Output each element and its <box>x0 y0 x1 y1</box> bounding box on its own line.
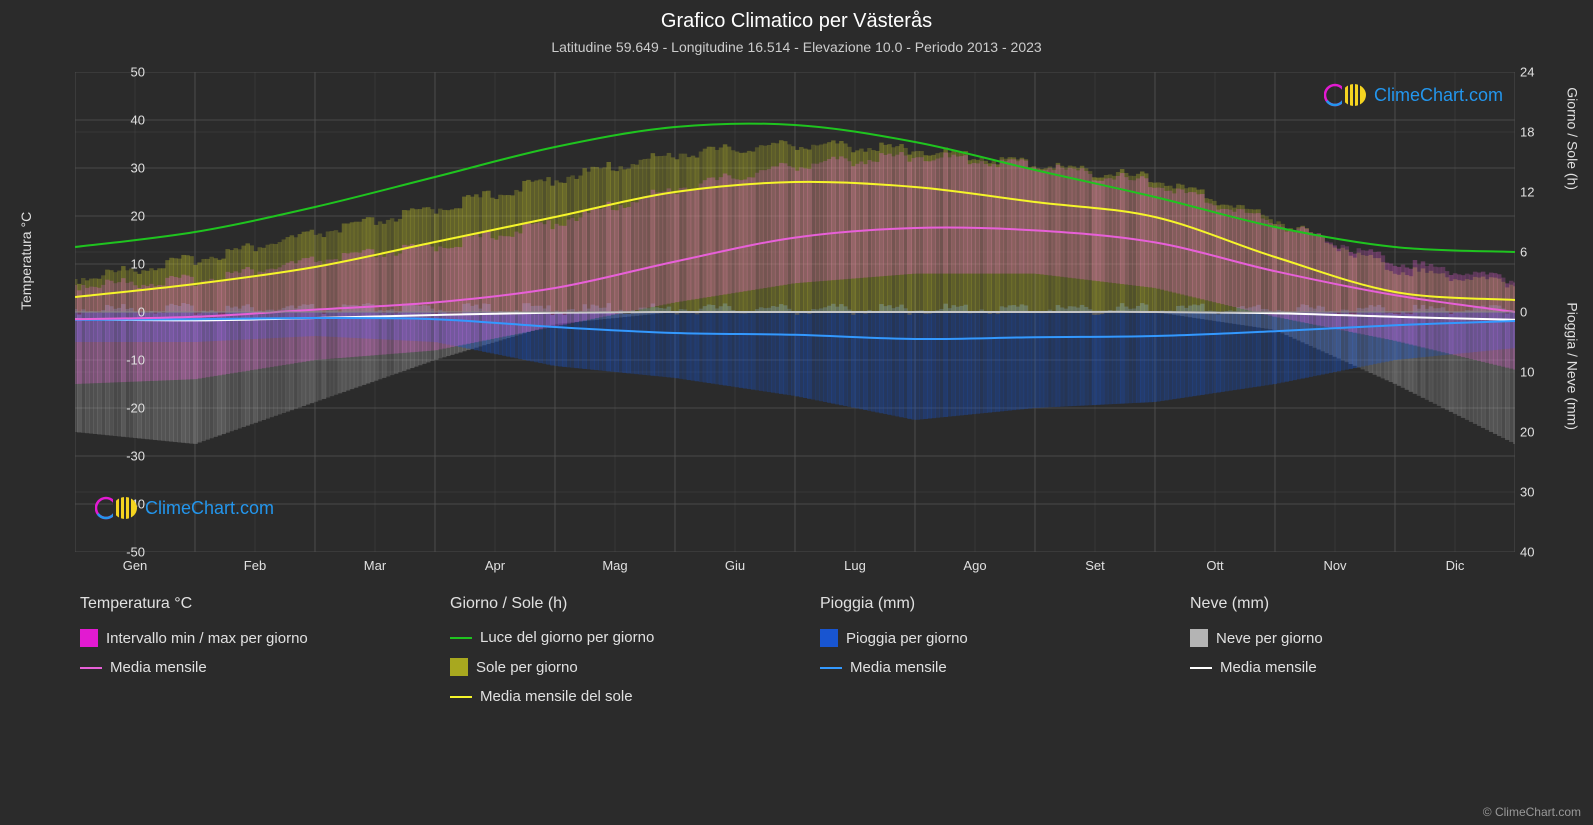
legend-item: Intervallo min / max per giorno <box>80 629 410 647</box>
y-tick-left: -20 <box>105 401 145 416</box>
y-tick-left: -10 <box>105 353 145 368</box>
legend-item: Media mensile <box>820 659 1150 676</box>
chart-title: Grafico Climatico per Västerås <box>0 0 1593 33</box>
legend-header: Neve (mm) <box>1190 595 1520 613</box>
legend-column: Neve (mm) Neve per giorno Media mensile <box>1190 595 1520 705</box>
y-tick-left: 0 <box>105 305 145 320</box>
legend-header: Giorno / Sole (h) <box>450 595 780 613</box>
x-tick-month: Ott <box>1206 558 1223 573</box>
legend-label: Media mensile del sole <box>480 688 633 705</box>
watermark-bottom-left: ClimeChart.com <box>95 495 274 521</box>
x-tick-month: Ago <box>963 558 986 573</box>
legend-label: Intervallo min / max per giorno <box>106 630 308 647</box>
y-tick-right-top: 0 <box>1520 305 1527 320</box>
y-tick-left: -30 <box>105 449 145 464</box>
legend: Temperatura °C Intervallo min / max per g… <box>80 595 1520 705</box>
legend-line-icon <box>450 696 472 698</box>
x-tick-month: Apr <box>485 558 505 573</box>
legend-item: Luce del giorno per giorno <box>450 629 780 646</box>
y-tick-right-top: 6 <box>1520 245 1527 260</box>
legend-label: Sole per giorno <box>476 659 578 676</box>
legend-label: Pioggia per giorno <box>846 630 968 647</box>
legend-line-icon <box>1190 667 1212 669</box>
y-tick-left: 50 <box>105 65 145 80</box>
y-tick-left: 40 <box>105 113 145 128</box>
watermark-text: ClimeChart.com <box>145 498 274 519</box>
y-tick-right-bottom: 40 <box>1520 545 1534 560</box>
legend-item: Media mensile del sole <box>450 688 780 705</box>
watermark-text: ClimeChart.com <box>1374 85 1503 106</box>
legend-item: Media mensile <box>80 659 410 676</box>
y-tick-left: 20 <box>105 209 145 224</box>
climechart-logo-icon <box>1324 82 1368 108</box>
legend-line-icon <box>80 667 102 669</box>
legend-column: Giorno / Sole (h) Luce del giorno per gio… <box>450 595 780 705</box>
y-tick-right-top: 18 <box>1520 125 1534 140</box>
x-tick-month: Feb <box>244 558 266 573</box>
chart-svg <box>75 72 1515 552</box>
legend-swatch-icon <box>1190 629 1208 647</box>
legend-column: Pioggia (mm) Pioggia per giorno Media mens… <box>820 595 1150 705</box>
legend-item: Media mensile <box>1190 659 1520 676</box>
y-axis-right-top-label: Giorno / Sole (h) <box>1565 87 1581 190</box>
legend-item: Sole per giorno <box>450 658 780 676</box>
y-axis-left-label: Temperatura °C <box>18 212 34 310</box>
x-tick-month: Gen <box>123 558 148 573</box>
legend-swatch-icon <box>820 629 838 647</box>
x-tick-month: Dic <box>1446 558 1465 573</box>
x-tick-month: Giu <box>725 558 745 573</box>
legend-item: Neve per giorno <box>1190 629 1520 647</box>
climechart-logo-icon <box>95 495 139 521</box>
chart-plot-area <box>75 72 1515 552</box>
y-axis-right-bottom-label: Pioggia / Neve (mm) <box>1565 302 1581 430</box>
legend-column: Temperatura °C Intervallo min / max per g… <box>80 595 410 705</box>
legend-label: Media mensile <box>1220 659 1317 676</box>
y-tick-right-bottom: 20 <box>1520 425 1534 440</box>
y-tick-right-bottom: 10 <box>1520 365 1534 380</box>
legend-label: Media mensile <box>850 659 947 676</box>
legend-label: Media mensile <box>110 659 207 676</box>
legend-line-icon <box>820 667 842 669</box>
legend-swatch-icon <box>80 629 98 647</box>
y-tick-right-top: 12 <box>1520 185 1534 200</box>
legend-swatch-icon <box>450 658 468 676</box>
x-tick-month: Lug <box>844 558 866 573</box>
legend-item: Pioggia per giorno <box>820 629 1150 647</box>
x-tick-month: Set <box>1085 558 1105 573</box>
legend-header: Pioggia (mm) <box>820 595 1150 613</box>
x-tick-month: Mar <box>364 558 386 573</box>
x-tick-month: Mag <box>602 558 627 573</box>
y-tick-left: 10 <box>105 257 145 272</box>
watermark-top-right: ClimeChart.com <box>1324 82 1503 108</box>
legend-line-icon <box>450 637 472 639</box>
y-tick-right-top: 24 <box>1520 65 1534 80</box>
legend-label: Luce del giorno per giorno <box>480 629 654 646</box>
x-tick-month: Nov <box>1323 558 1346 573</box>
legend-header: Temperatura °C <box>80 595 410 613</box>
y-tick-left: 30 <box>105 161 145 176</box>
y-tick-right-bottom: 30 <box>1520 485 1534 500</box>
chart-subtitle: Latitudine 59.649 - Longitudine 16.514 -… <box>0 33 1593 55</box>
legend-label: Neve per giorno <box>1216 630 1323 647</box>
copyright-text: © ClimeChart.com <box>1483 805 1581 819</box>
